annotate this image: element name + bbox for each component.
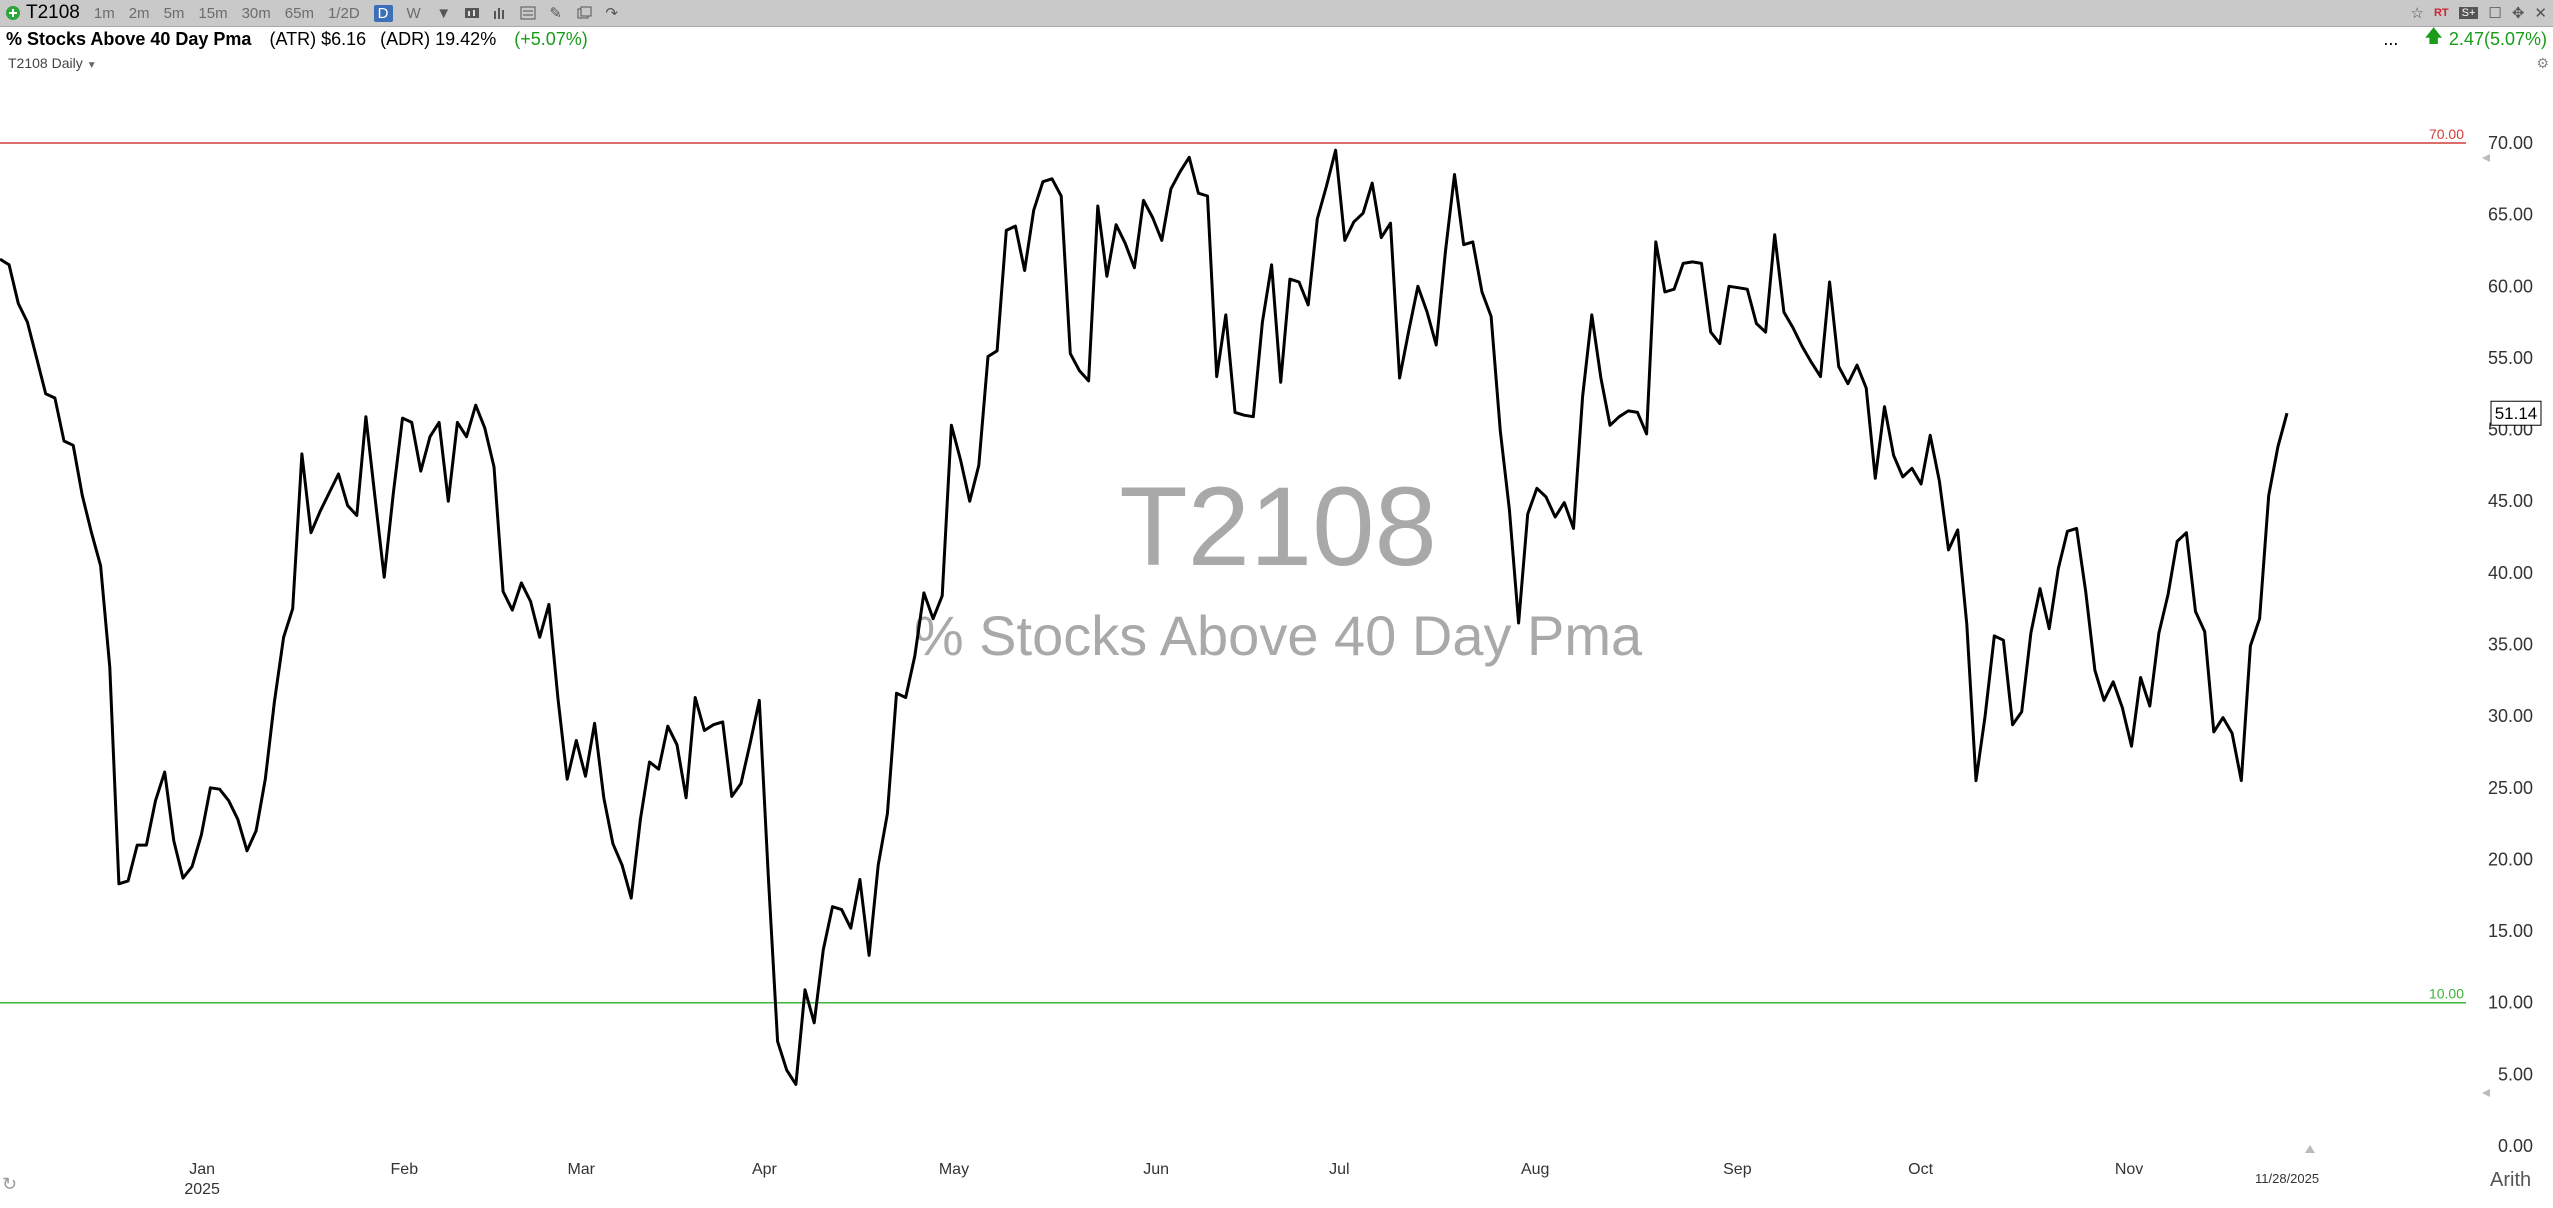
x-tick-label: Sep (1723, 1161, 1752, 1178)
x-tick-label: Apr (752, 1161, 778, 1178)
chart-sub-label[interactable]: T2108 Daily ▼ (8, 55, 97, 71)
x-tick-label: Aug (1521, 1161, 1549, 1178)
y-tick-label: 60.00 (2488, 276, 2533, 296)
timeframe-5m[interactable]: 5m (163, 4, 185, 22)
up-arrow-icon: 🡅 (2424, 26, 2443, 46)
timeframe-half-day[interactable]: 1/2D (327, 4, 360, 22)
atr-value: (ATR) $6.16 (269, 28, 367, 49)
chevron-down-icon: ▼ (86, 60, 97, 71)
reference-label-10.00: 10.00 (2429, 986, 2464, 1002)
reference-lines: 70.00 10.00 (0, 126, 2466, 1004)
indicators-icon[interactable] (519, 4, 537, 22)
draw-pencil-icon[interactable]: ✎ (549, 5, 562, 22)
y-tick-label: 25.00 (2488, 778, 2533, 798)
y-tick-label: 30.00 (2488, 706, 2533, 726)
x-year-label: 2025 (184, 1181, 220, 1198)
window-icon[interactable]: ☐ (2488, 5, 2502, 22)
x-tick-label: Feb (391, 1161, 419, 1178)
y-tick-label: 55.00 (2488, 348, 2533, 368)
add-symbol-icon[interactable] (4, 4, 22, 22)
x-tick-label: Mar (567, 1161, 595, 1178)
more-options[interactable]: ... (2383, 28, 2399, 49)
x-tick-label: Oct (1908, 1161, 1933, 1178)
axis-scroll-down-icon[interactable] (2482, 1089, 2490, 1097)
timeframe-30m[interactable]: 30m (241, 4, 271, 22)
y-tick-label: 10.00 (2488, 993, 2533, 1013)
y-tick-label: 15.00 (2488, 921, 2533, 941)
series-line-0 (0, 148, 2289, 1086)
x-tick-label: Jan (189, 1161, 215, 1178)
last-value-label: 51.14 (2495, 404, 2538, 423)
info-line-right: ... 🡅 2.47(5.07%) (2383, 26, 2547, 51)
undo-icon[interactable]: ↻ (2, 1174, 17, 1194)
info-line: % Stocks Above 40 Day Pma (ATR) $6.16 (A… (6, 27, 588, 51)
top-toolbar: T2108 1m 2m 5m 15m 30m 65m 1/2D D W ▼ ✎ … (0, 0, 2553, 27)
y-tick-label: 40.00 (2488, 563, 2533, 583)
watermark-symbol: T2108 (1119, 464, 1437, 589)
timeframe-dropdown-icon[interactable]: ▼ (436, 4, 452, 22)
bar-chart-icon[interactable] (491, 4, 509, 22)
templates-icon[interactable] (575, 4, 593, 22)
time-scroll-icon[interactable] (2305, 1145, 2315, 1153)
watermark-name: % Stocks Above 40 Day Pma (914, 604, 1643, 667)
scale-mode-label[interactable]: Arith (2490, 1169, 2531, 1191)
settings-gear-icon[interactable]: ⚙ (2536, 55, 2549, 71)
move-icon[interactable]: ✥ (2511, 5, 2525, 22)
reference-label-70.00: 70.00 (2429, 126, 2464, 142)
y-tick-label: 70.00 (2488, 133, 2533, 153)
adr-value: (ADR) 19.42% (380, 28, 497, 49)
y-tick-label: 65.00 (2488, 205, 2533, 225)
y-tick-label: 0.00 (2498, 1136, 2533, 1156)
toolbar-right: ☆ RT S+ ☐ ✥ ✕ (2411, 0, 2548, 26)
x-tick-label: Jul (1329, 1161, 1349, 1178)
axis-scroll-up-icon[interactable] (2482, 154, 2490, 162)
y-tick-label: 35.00 (2488, 635, 2533, 655)
x-tick-label: May (939, 1161, 969, 1178)
y-axis: 0.00 5.00 10.00 15.00 20.00 25.00 30.00 35.00 40… (2488, 133, 2533, 1156)
symbol-input[interactable]: T2108 (26, 2, 80, 23)
y-tick-label: 20.00 (2488, 849, 2533, 869)
x-tick-label: Nov (2115, 1161, 2143, 1178)
chart-type-icon[interactable] (463, 4, 481, 22)
y-tick-label: 5.00 (2498, 1064, 2533, 1084)
series-layer (0, 148, 2289, 1086)
x-axis: Jan Feb Mar Apr May Jun Jul Aug Sep Oct Nov 2025 (184, 1161, 2143, 1198)
share-icon[interactable]: ↷ (605, 5, 618, 22)
favorite-star-icon[interactable]: ☆ (2410, 5, 2424, 22)
scan-badge[interactable]: S+ (2458, 7, 2479, 19)
realtime-badge[interactable]: RT (2433, 7, 2449, 19)
timeframe-daily[interactable]: D (373, 4, 393, 22)
timeframe-15m[interactable]: 15m (198, 4, 228, 22)
close-icon[interactable]: ✕ (2534, 5, 2547, 22)
timeframe-weekly[interactable]: W (406, 4, 421, 22)
last-change-value: 2.47(5.07%) (2448, 28, 2547, 49)
timeframe-2m[interactable]: 2m (128, 4, 150, 22)
y-tick-label: 45.00 (2488, 491, 2533, 511)
instrument-title: % Stocks Above 40 Day Pma (6, 28, 252, 49)
x-tick-label: Jun (1143, 1161, 1169, 1178)
change-percent: (+5.07%) (514, 28, 588, 49)
last-date-label: 11/28/2025 (2255, 1171, 2319, 1186)
last-value-marker: 51.14 (2490, 400, 2542, 426)
timeframe-1m[interactable]: 1m (93, 4, 115, 22)
timeframe-65m[interactable]: 65m (284, 4, 314, 22)
